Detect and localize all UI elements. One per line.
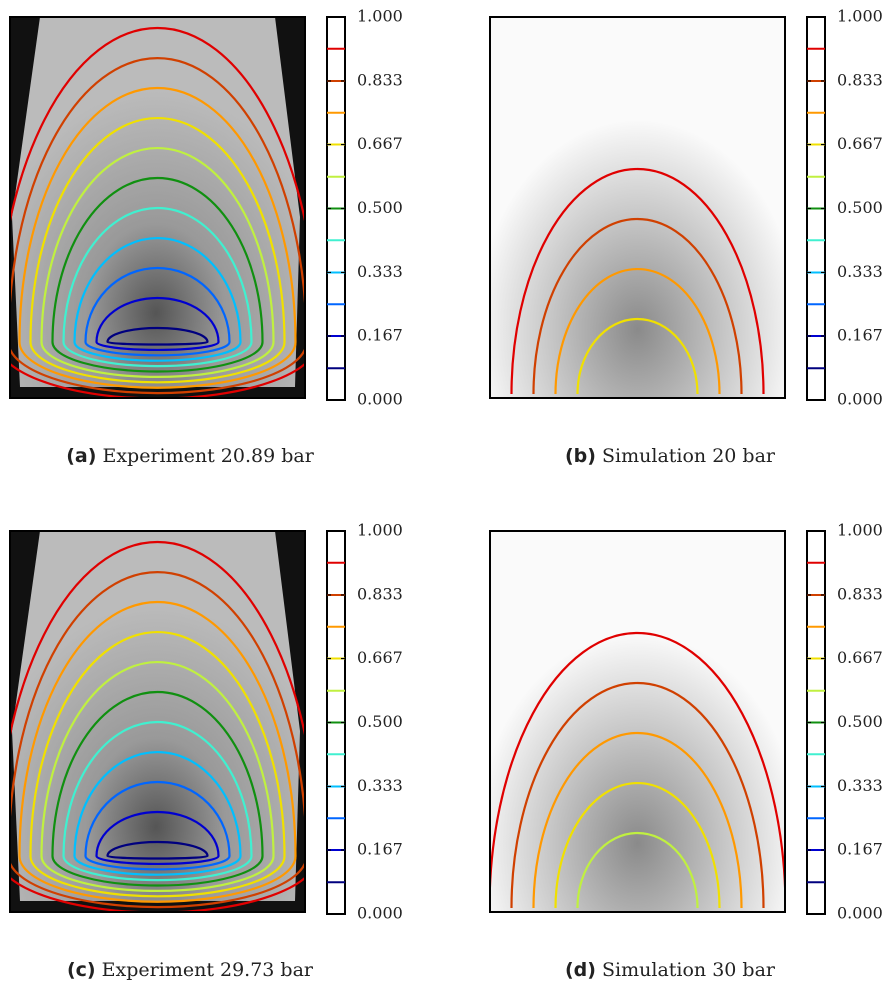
caption-label: (c): [67, 959, 96, 981]
tick-label: 0.500: [357, 198, 403, 217]
contour-line: [510, 167, 765, 395]
tick-label: 1.000: [837, 521, 883, 540]
tick-label: 0.000: [837, 390, 883, 409]
contour-line: [84, 780, 231, 871]
tick-label: 0.000: [837, 904, 883, 923]
panel: 0.000 0.167 0.333 0.500 0.667 0.833 1.000 (d) S…: [489, 521, 883, 981]
caption: (c) Experiment 29.73 bar: [67, 959, 314, 981]
caption-title: Simulation 20 bar: [602, 445, 776, 467]
image-bg: [490, 531, 785, 912]
panel: 0.000 0.167 0.333 0.500 0.667 0.833 1.000 (a) E…: [9, 7, 403, 467]
tick-label: 0.833: [837, 70, 883, 89]
tick-label: 0.833: [357, 70, 403, 89]
image: [10, 17, 305, 398]
contour-line: [40, 146, 275, 378]
tick-label: 0.833: [357, 584, 403, 603]
panel: 0.000 0.167 0.333 0.500 0.667 0.833 1.000 (c) E…: [9, 521, 403, 981]
contour-line: [10, 570, 305, 909]
tick-label: 0.667: [357, 134, 403, 153]
caption-label: (d): [565, 959, 596, 981]
image-frame: [489, 530, 786, 913]
contour-line: [510, 681, 765, 909]
contour-line: [532, 217, 743, 395]
contour-line: [490, 631, 785, 909]
contour-line: [95, 296, 220, 352]
contour-line: [29, 116, 286, 384]
tick-label: 0.667: [837, 134, 883, 153]
contour-line: [29, 630, 286, 898]
tick-label: 0.667: [357, 648, 403, 667]
contour-line: [18, 86, 297, 389]
tick-label: 1.000: [837, 7, 883, 26]
image-bg: [490, 17, 785, 398]
panel: 0.000 0.167 0.333 0.500 0.667 0.833 1.000 (b) S…: [489, 7, 883, 467]
contour-line: [532, 731, 743, 909]
tick-label: 0.333: [837, 776, 883, 795]
tick-label: 1.000: [357, 521, 403, 540]
caption-label: (a): [66, 445, 96, 467]
contour-line: [106, 326, 209, 346]
caption-label: (b): [565, 445, 596, 467]
contour-line: [106, 840, 209, 860]
contour-line: [576, 831, 699, 909]
caption-title: Simulation 30 bar: [602, 959, 776, 981]
tick-label: 0.167: [357, 840, 403, 859]
tick-label: 0.833: [837, 584, 883, 603]
tick-label: 0.333: [837, 262, 883, 281]
contour-line: [62, 720, 253, 882]
contour-line: [95, 810, 220, 866]
contour-line: [73, 750, 242, 876]
image: [490, 17, 785, 398]
contour-line: [10, 56, 305, 395]
image: [490, 531, 785, 912]
tick-label: 0.000: [357, 390, 403, 409]
image-frame: [489, 16, 786, 399]
contour-line: [554, 267, 721, 395]
image-frame: [9, 530, 306, 913]
contour-line: [18, 600, 297, 903]
tick-label: 0.333: [357, 262, 403, 281]
contour-line: [40, 660, 275, 892]
tick-label: 0.167: [837, 326, 883, 345]
image-frame: [9, 16, 306, 399]
contour-line: [62, 206, 253, 368]
caption: (d) Simulation 30 bar: [565, 959, 776, 981]
contour-line: [51, 176, 264, 373]
tick-label: 0.667: [837, 648, 883, 667]
tick-label: 0.167: [837, 840, 883, 859]
caption: (b) Simulation 20 bar: [565, 445, 776, 467]
contour-line: [51, 690, 264, 887]
contour-line: [84, 266, 231, 357]
contour-line: [576, 317, 699, 395]
caption: (a) Experiment 20.89 bar: [66, 445, 314, 467]
tick-label: 0.500: [837, 198, 883, 217]
contour-line: [73, 236, 242, 362]
tick-label: 0.167: [357, 326, 403, 345]
tick-label: 1.000: [357, 7, 403, 26]
caption-title: Experiment 20.89 bar: [102, 445, 314, 467]
tick-label: 0.000: [357, 904, 403, 923]
tick-label: 0.500: [357, 712, 403, 731]
caption-title: Experiment 29.73 bar: [102, 959, 314, 981]
image: [10, 531, 305, 912]
contour-line: [554, 781, 721, 909]
tick-label: 0.333: [357, 776, 403, 795]
tick-label: 0.500: [837, 712, 883, 731]
